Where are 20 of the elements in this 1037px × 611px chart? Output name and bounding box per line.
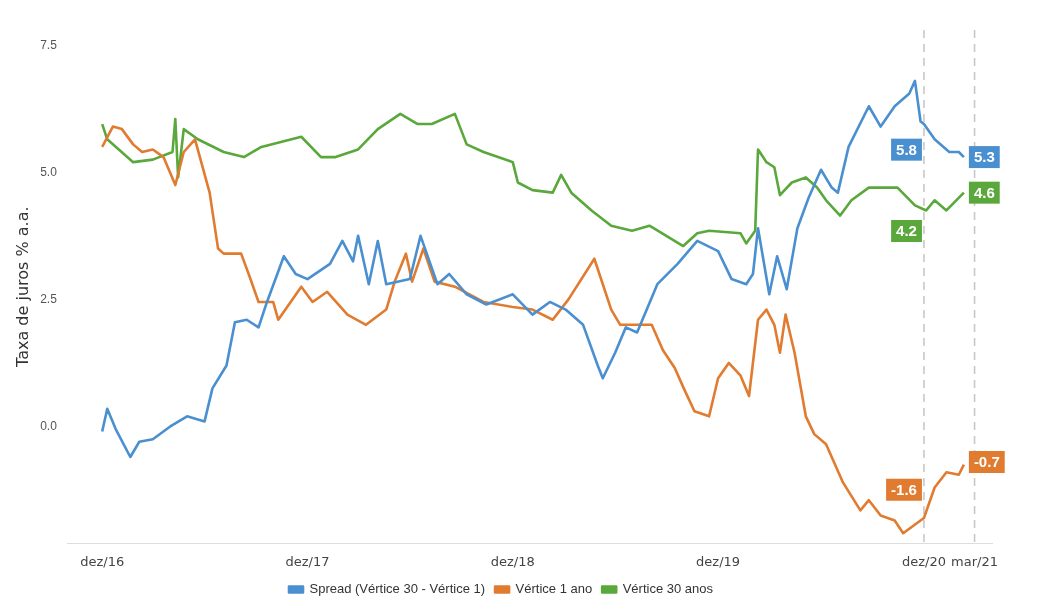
annotation: 4.6 [973,183,995,201]
x-tick-label: dez/18 [490,553,535,569]
annotation: 5.8 [896,140,917,158]
legend-label: Vértice 1 ano [515,581,593,597]
annotation: 4.2 [896,222,917,240]
x-tick-label: mar/21 [951,553,999,569]
y-tick-label: 5.0 [40,164,58,179]
x-tick-label: dez/20 [901,553,946,569]
legend-label: Vértice 30 anos [622,581,714,597]
x-tick-label: dez/17 [285,553,330,569]
y-tick-label: 7.5 [40,37,58,52]
x-tick-label: dez/19 [696,553,741,569]
annotation: -0.7 [973,453,1000,471]
annotation: -1.6 [891,480,917,498]
y-tick-label: 2.5 [40,291,58,306]
annotation: 5.3 [973,148,995,166]
y-axis-title: Taxa de juros % a.a. [12,206,32,368]
legend-label: Spread (Vértice 30 - Vértice 1) [309,581,486,597]
x-tick-label: dez/16 [80,553,125,569]
y-tick-label: 0.0 [40,418,58,433]
